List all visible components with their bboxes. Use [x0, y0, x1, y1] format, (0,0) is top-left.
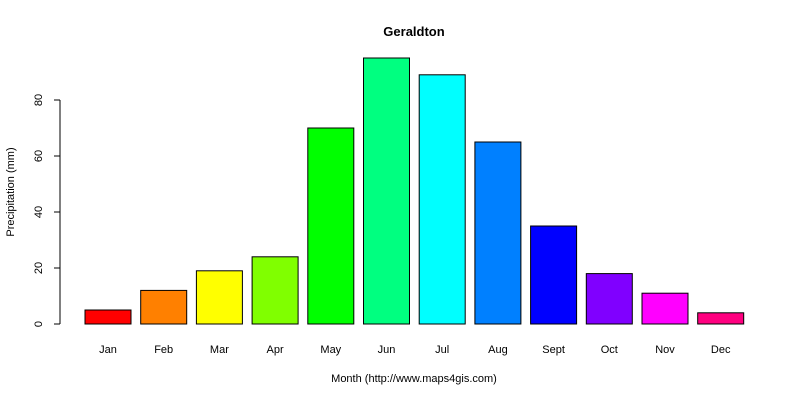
bar-aug	[474, 141, 522, 325]
x-tick-label: Nov	[655, 344, 675, 356]
bar-feb	[140, 289, 188, 325]
x-tick-label: Dec	[711, 344, 731, 356]
bar-dec	[697, 312, 745, 325]
chart-title: Geraldton	[383, 24, 444, 39]
y-tick-label: 40	[33, 206, 45, 218]
bar-nov	[641, 292, 689, 325]
bar-oct	[585, 273, 633, 325]
x-tick-label: Mar	[210, 344, 229, 356]
x-tick-label: Jun	[378, 344, 396, 356]
x-axis-label: Month (http://www.maps4gis.com)	[331, 373, 497, 385]
bar-jan	[84, 309, 132, 325]
bar-mar	[195, 270, 243, 325]
y-tick-label: 80	[33, 94, 45, 106]
bar-jun	[363, 57, 410, 325]
y-axis: 0 20 40 60 80	[33, 94, 61, 327]
bar-may	[307, 127, 355, 325]
x-tick-label: Aug	[488, 344, 508, 356]
bar-jul	[418, 74, 466, 325]
bar-sept	[530, 225, 578, 325]
y-tick-label: 0	[33, 321, 45, 327]
x-tick-label: Sept	[542, 344, 565, 356]
y-tick-label: 60	[33, 150, 45, 162]
x-tick-label: Jan	[99, 344, 117, 356]
y-tick-label: 20	[33, 262, 45, 274]
x-tick-label: Apr	[267, 344, 284, 356]
x-tick-label: May	[320, 344, 341, 356]
x-tick-label: Oct	[601, 344, 618, 356]
x-tick-label: Jul	[435, 344, 449, 356]
bars	[84, 57, 745, 325]
x-tick-label: Feb	[154, 344, 173, 356]
x-tick-labels: Jan Feb Mar Apr May Jun Jul Aug Sept Oct Nov Dec	[99, 344, 731, 356]
bar-apr	[251, 256, 299, 325]
y-axis-label: Precipitation (mm)	[5, 147, 17, 236]
